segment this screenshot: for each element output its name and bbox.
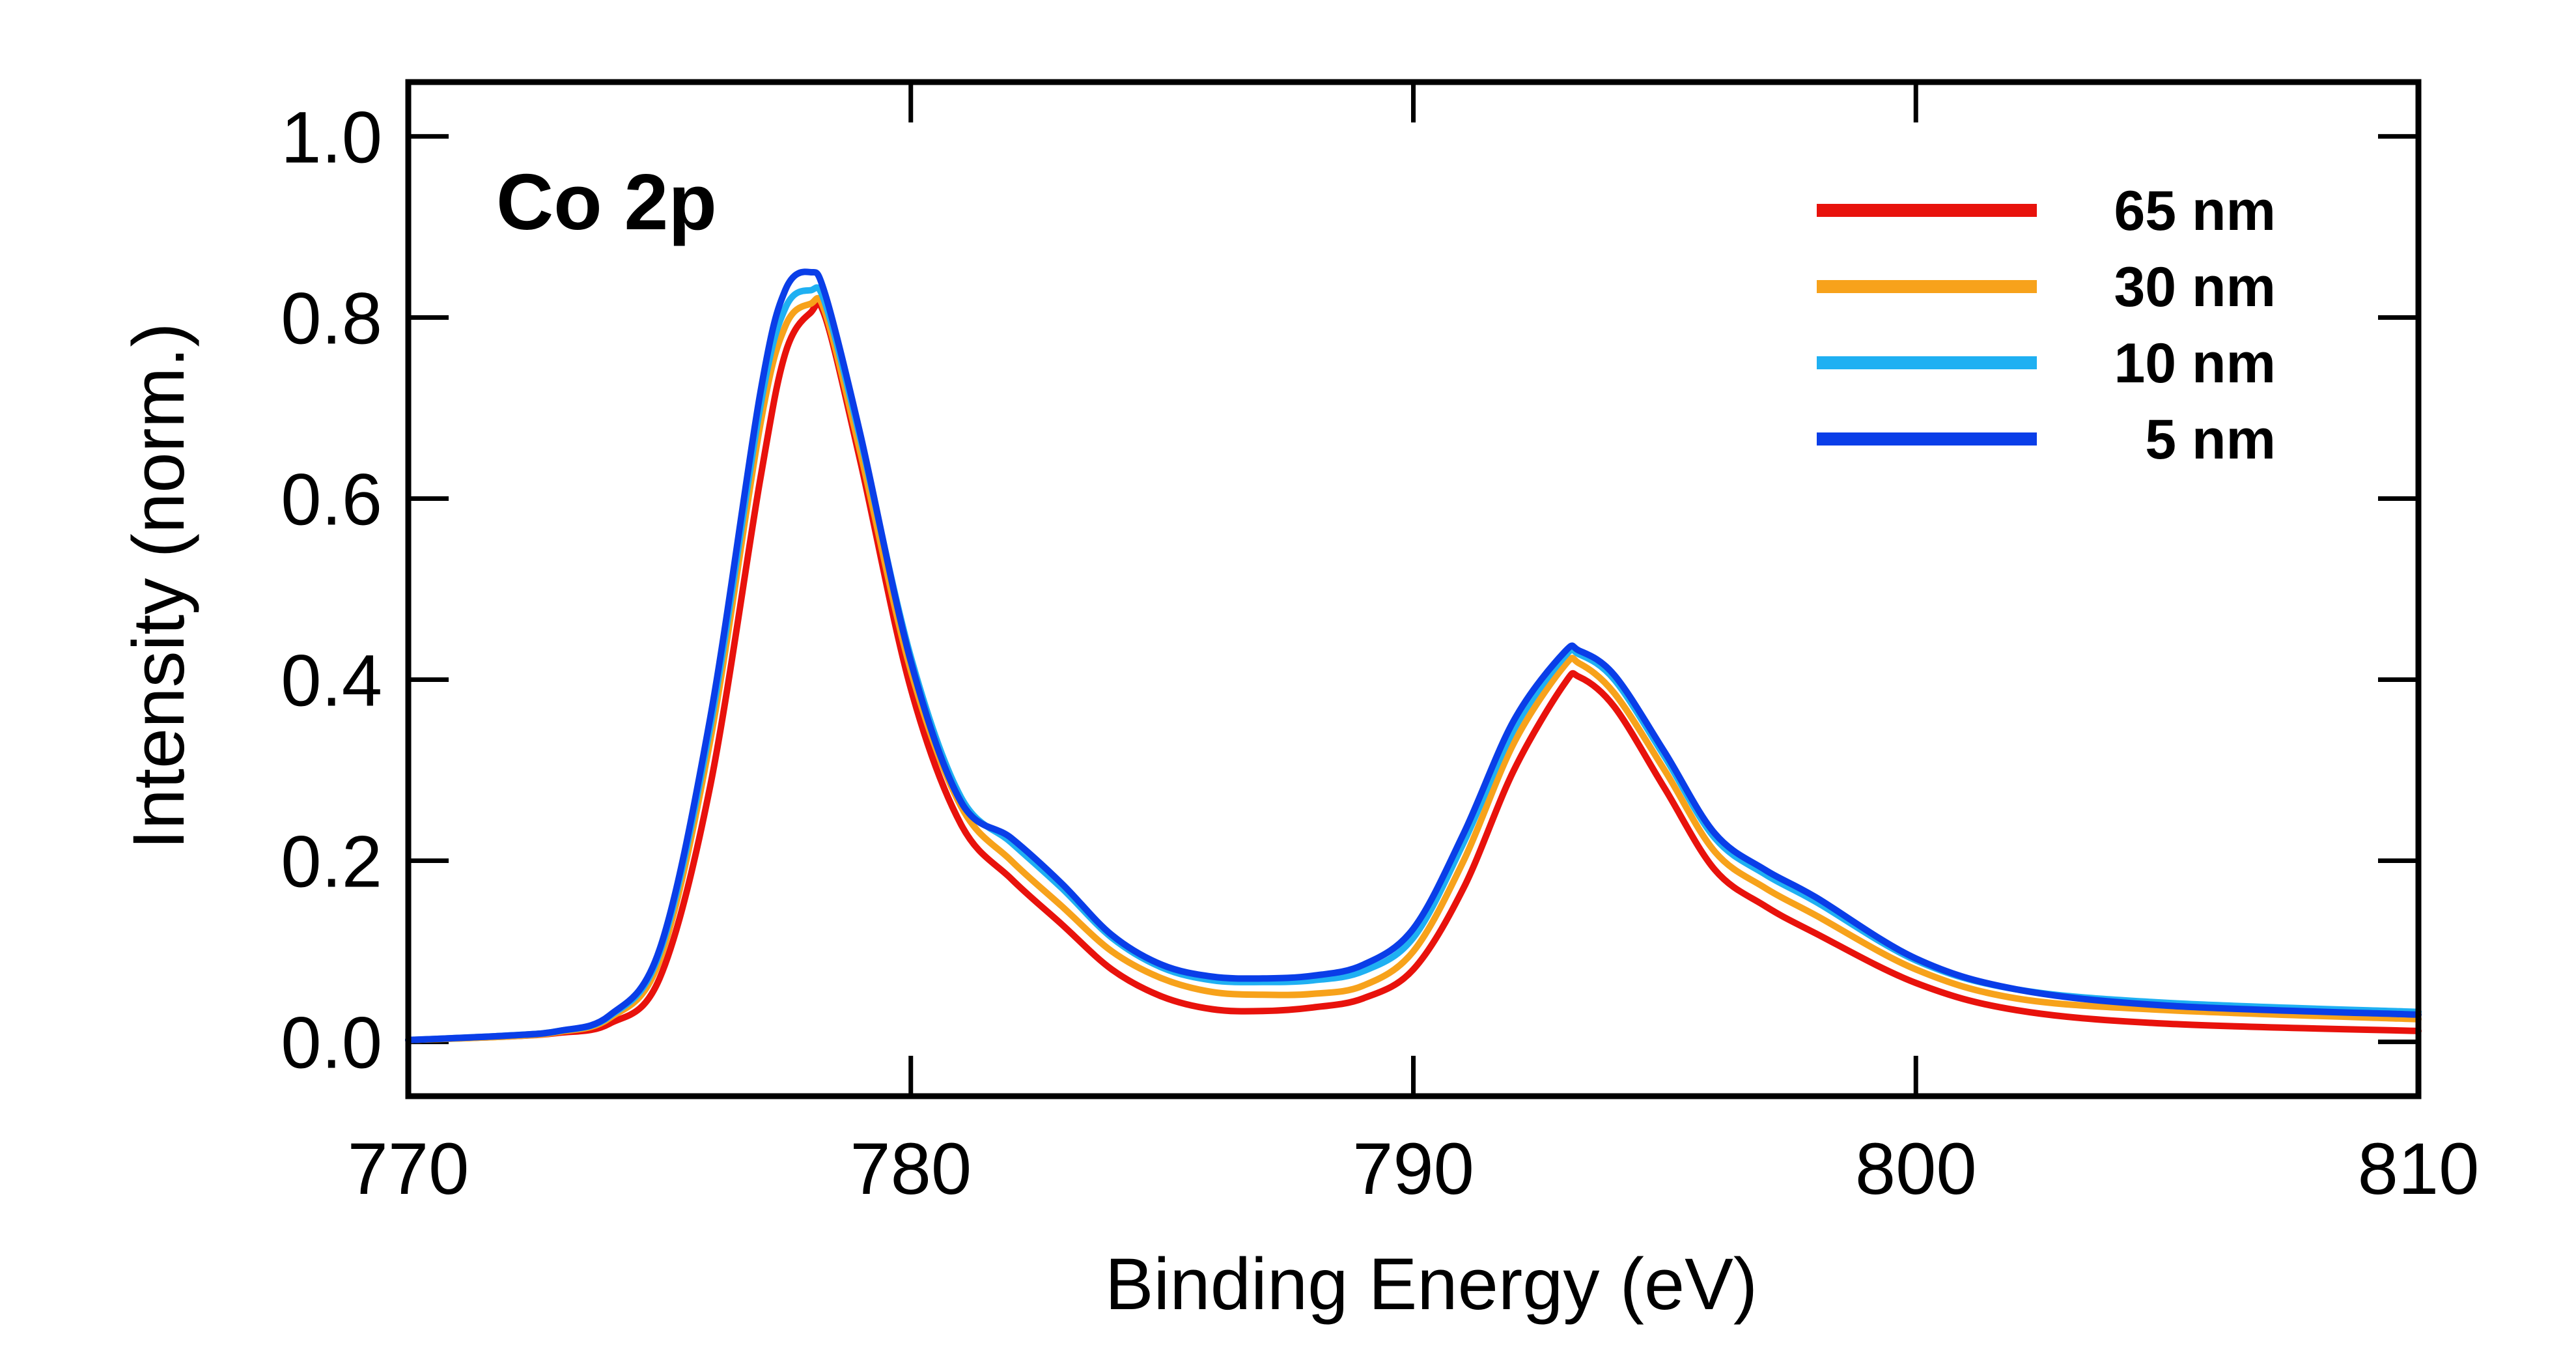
y-tick-label: 0.4 xyxy=(281,640,382,722)
y-tick-label: 0.0 xyxy=(281,1002,382,1084)
y-tick-label: 0.8 xyxy=(281,277,382,359)
legend-label-30-nm: 30 nm xyxy=(2114,256,2276,318)
x-tick-label: 790 xyxy=(1352,1128,1474,1209)
y-axis-title: Intensity (norm.) xyxy=(118,322,199,849)
y-tick-label: 1.0 xyxy=(281,96,382,178)
plot-frame xyxy=(405,79,2422,1099)
x-tick-label: 780 xyxy=(850,1128,972,1209)
series-line-65-nm xyxy=(405,300,2422,1043)
axis-ticks: 770 780 790 800 810 0.0 0.2 0.4 0.6 0.8 1.0 xyxy=(281,82,2479,1209)
legend-label-10-nm: 10 nm xyxy=(2114,332,2276,395)
legend: 65 nm 30 nm 10 nm 5 nm xyxy=(1817,180,2276,471)
y-tick-label: 0.2 xyxy=(281,821,382,903)
legend-label-65-nm: 65 nm xyxy=(2114,180,2276,242)
panel-annotation: Co 2p xyxy=(496,158,717,246)
series-line-5-nm xyxy=(405,268,2422,1043)
x-tick-label: 800 xyxy=(1855,1128,1977,1209)
series-layer xyxy=(405,268,2422,1043)
x-tick-label: 810 xyxy=(2358,1128,2480,1209)
y-tick-label: 0.6 xyxy=(281,459,382,540)
x-axis-title: Binding Energy (eV) xyxy=(1105,1243,1757,1325)
x-tick-label: 770 xyxy=(348,1128,469,1209)
legend-label-5-nm: 5 nm xyxy=(2145,408,2276,471)
